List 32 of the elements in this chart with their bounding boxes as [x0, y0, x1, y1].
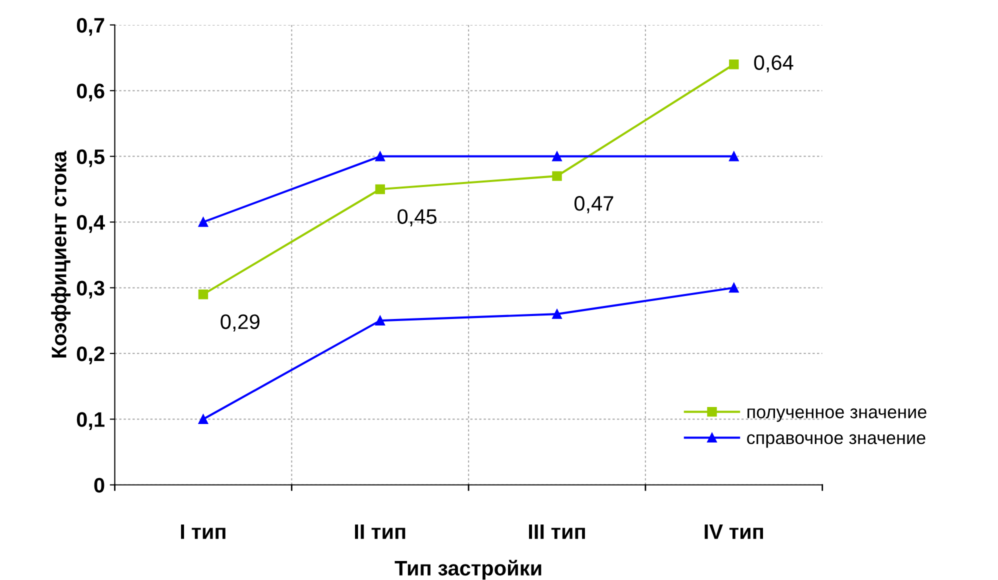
point	[375, 151, 385, 162]
point	[729, 282, 739, 293]
y-tick-label: 0	[94, 478, 104, 493]
x-tick-label: III тип	[529, 524, 585, 539]
legend-label: справочное значение	[747, 434, 926, 448]
point	[729, 151, 739, 162]
point	[198, 289, 208, 300]
y-tick-label: 0,1	[76, 412, 104, 430]
point	[552, 309, 562, 319]
y-tick-label: 0,2	[76, 346, 104, 364]
y-tick-label: 0,5	[76, 149, 104, 168]
y-tick-label: 0,3	[76, 280, 104, 299]
data-label: 0,29	[220, 314, 260, 332]
data-label: 0,45	[398, 209, 436, 226]
point	[198, 217, 208, 227]
data-label: 0,64	[754, 55, 794, 72]
point	[198, 414, 208, 424]
x-tick-label: II тип	[355, 524, 406, 539]
point	[552, 171, 562, 181]
point	[729, 60, 739, 70]
y-tick-label: 0,7	[76, 18, 104, 36]
y-tick-label: 0,4	[76, 215, 105, 233]
y-axis-title: Коэффициент стока	[51, 150, 71, 358]
x-tick-label: I тип	[181, 524, 226, 539]
x-tick-label: IV тип	[704, 524, 763, 539]
point	[552, 151, 562, 162]
x-axis-title: Тип застройки	[394, 560, 542, 580]
y-tick-label: 0,6	[76, 84, 104, 102]
point	[375, 316, 385, 326]
point	[375, 184, 385, 194]
legend-label: полученное значение	[748, 408, 926, 422]
data-label: 0,47	[574, 196, 614, 214]
